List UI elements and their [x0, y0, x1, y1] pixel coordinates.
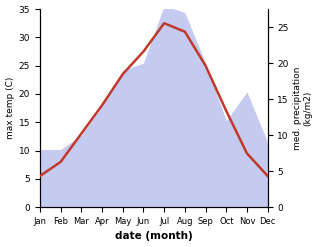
Y-axis label: med. precipitation
(kg/m2): med. precipitation (kg/m2) [293, 66, 313, 150]
X-axis label: date (month): date (month) [115, 231, 193, 242]
Y-axis label: max temp (C): max temp (C) [5, 77, 15, 139]
